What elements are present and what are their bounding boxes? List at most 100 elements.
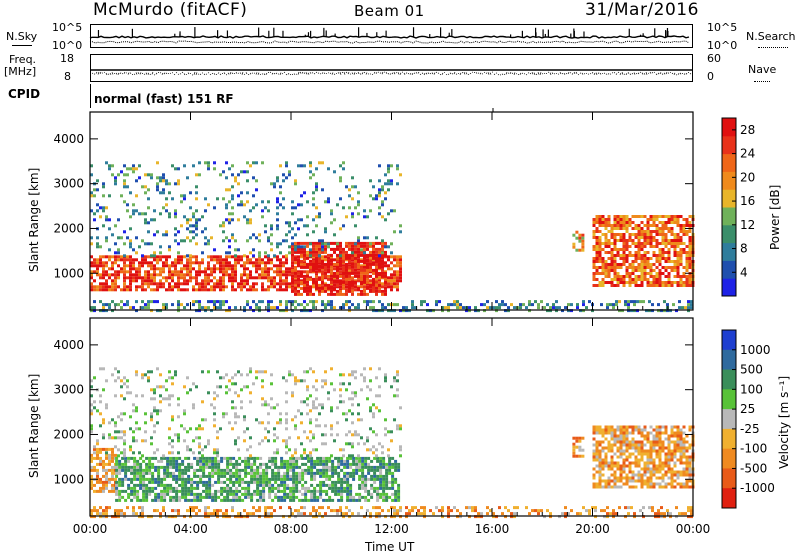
data-cell [331, 486, 335, 490]
data-cell [114, 224, 117, 228]
data-cell [93, 465, 96, 469]
data-cell [228, 188, 231, 192]
data-cell [546, 303, 549, 307]
data-cell [393, 230, 396, 234]
data-cell [153, 288, 156, 292]
data-cell [234, 373, 237, 377]
data-cell [348, 300, 351, 304]
freq-tick-bottom: 8 [64, 70, 71, 83]
data-cell [222, 303, 225, 307]
data-cell [313, 474, 317, 478]
data-cell [243, 279, 246, 283]
data-cell [312, 433, 315, 437]
data-cell [655, 260, 659, 263]
data-cell [318, 283, 321, 287]
data-cell [291, 253, 294, 257]
nave-dot [399, 72, 402, 75]
data-cell [195, 512, 198, 516]
data-cell [228, 261, 231, 265]
nave-dot [413, 72, 416, 74]
data-cell [300, 286, 303, 290]
data-cell [399, 276, 402, 280]
data-cell [468, 306, 471, 310]
data-cell [297, 283, 300, 287]
data-cell [501, 300, 504, 304]
data-cell [279, 309, 282, 313]
data-cell [357, 306, 360, 310]
data-cell [192, 406, 195, 410]
data-cell [183, 273, 186, 277]
data-cell [282, 439, 285, 443]
data-cell [585, 306, 588, 310]
data-cell [655, 257, 659, 260]
data-cell [357, 270, 360, 274]
data-cell [366, 215, 369, 219]
data-cell [114, 394, 117, 398]
data-cell [222, 239, 225, 243]
data-cell [639, 300, 642, 304]
data-cell [309, 265, 312, 269]
data-cell [192, 236, 195, 240]
data-cell [337, 489, 341, 493]
data-cell [300, 279, 303, 283]
data-cell [346, 498, 350, 502]
data-cell [162, 264, 165, 268]
data-cell [294, 300, 297, 304]
data-cell [298, 498, 302, 502]
data-cell [370, 483, 374, 487]
data-cell [163, 468, 167, 472]
data-cell [108, 454, 111, 458]
data-cell [90, 409, 93, 413]
data-cell [285, 451, 288, 455]
data-cell [262, 468, 266, 472]
data-cell [688, 257, 692, 260]
data-cell [370, 459, 374, 463]
data-cell [214, 489, 218, 493]
data-cell [226, 498, 230, 502]
data-cell [324, 244, 327, 248]
data-cell [196, 459, 200, 463]
data-cell [90, 194, 93, 198]
data-cell [237, 370, 240, 374]
nave-dot [303, 72, 306, 74]
data-cell [102, 264, 105, 268]
data-cell [333, 274, 336, 278]
data-cell [387, 212, 390, 216]
data-cell [301, 471, 305, 475]
data-cell [145, 498, 149, 502]
data-cell [625, 281, 629, 284]
data-cell [357, 442, 360, 446]
data-cell [232, 462, 236, 466]
data-cell [120, 270, 123, 274]
data-cell [346, 483, 350, 487]
data-cell [312, 247, 315, 251]
cpid-value: normal (fast) 151 RF [94, 92, 234, 106]
data-cell [309, 430, 312, 434]
data-cell [345, 292, 348, 296]
data-cell [145, 492, 149, 496]
data-cell [138, 270, 141, 274]
data-cell [177, 242, 180, 246]
data-cell [144, 273, 147, 277]
data-cell [324, 286, 327, 290]
data-cell [193, 498, 197, 502]
data-cell [273, 451, 276, 455]
data-cell [186, 376, 189, 380]
data-cell [249, 445, 252, 449]
data-cell [336, 289, 339, 293]
data-cell [159, 179, 162, 183]
data-cell [622, 239, 626, 242]
data-cell [207, 273, 210, 277]
cpid-divider-left [90, 84, 91, 108]
data-cell [199, 462, 203, 466]
data-cell [139, 483, 143, 487]
data-cell [204, 267, 207, 271]
data-cell [268, 465, 272, 469]
data-cell [622, 254, 626, 257]
data-cell [651, 303, 654, 307]
data-cell [558, 306, 561, 310]
data-cell [616, 239, 620, 242]
data-cell [655, 272, 659, 275]
data-cell [367, 477, 371, 481]
data-cell [163, 456, 167, 460]
